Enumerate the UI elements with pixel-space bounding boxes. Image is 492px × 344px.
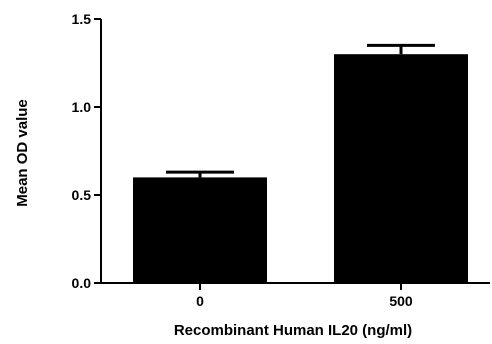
- y-tick-label: 0.0: [72, 275, 92, 291]
- x-tick-label: 500: [389, 293, 413, 309]
- x-tick-label: 0: [196, 293, 204, 309]
- y-tick-label: 0.5: [72, 187, 92, 203]
- bar: [334, 54, 468, 284]
- y-axis: 0.0 0.5 1.0 1.5: [72, 11, 102, 291]
- error-bars: [166, 43, 435, 178]
- y-axis-title: Mean OD value: [14, 99, 31, 207]
- y-tick-label: 1.0: [72, 99, 92, 115]
- x-axis: 0 500: [101, 282, 490, 309]
- y-tick-label: 1.5: [72, 11, 92, 27]
- x-axis-title: Recombinant Human IL20 (ng/ml): [174, 322, 412, 339]
- bar: [133, 177, 267, 283]
- bars: [133, 54, 468, 284]
